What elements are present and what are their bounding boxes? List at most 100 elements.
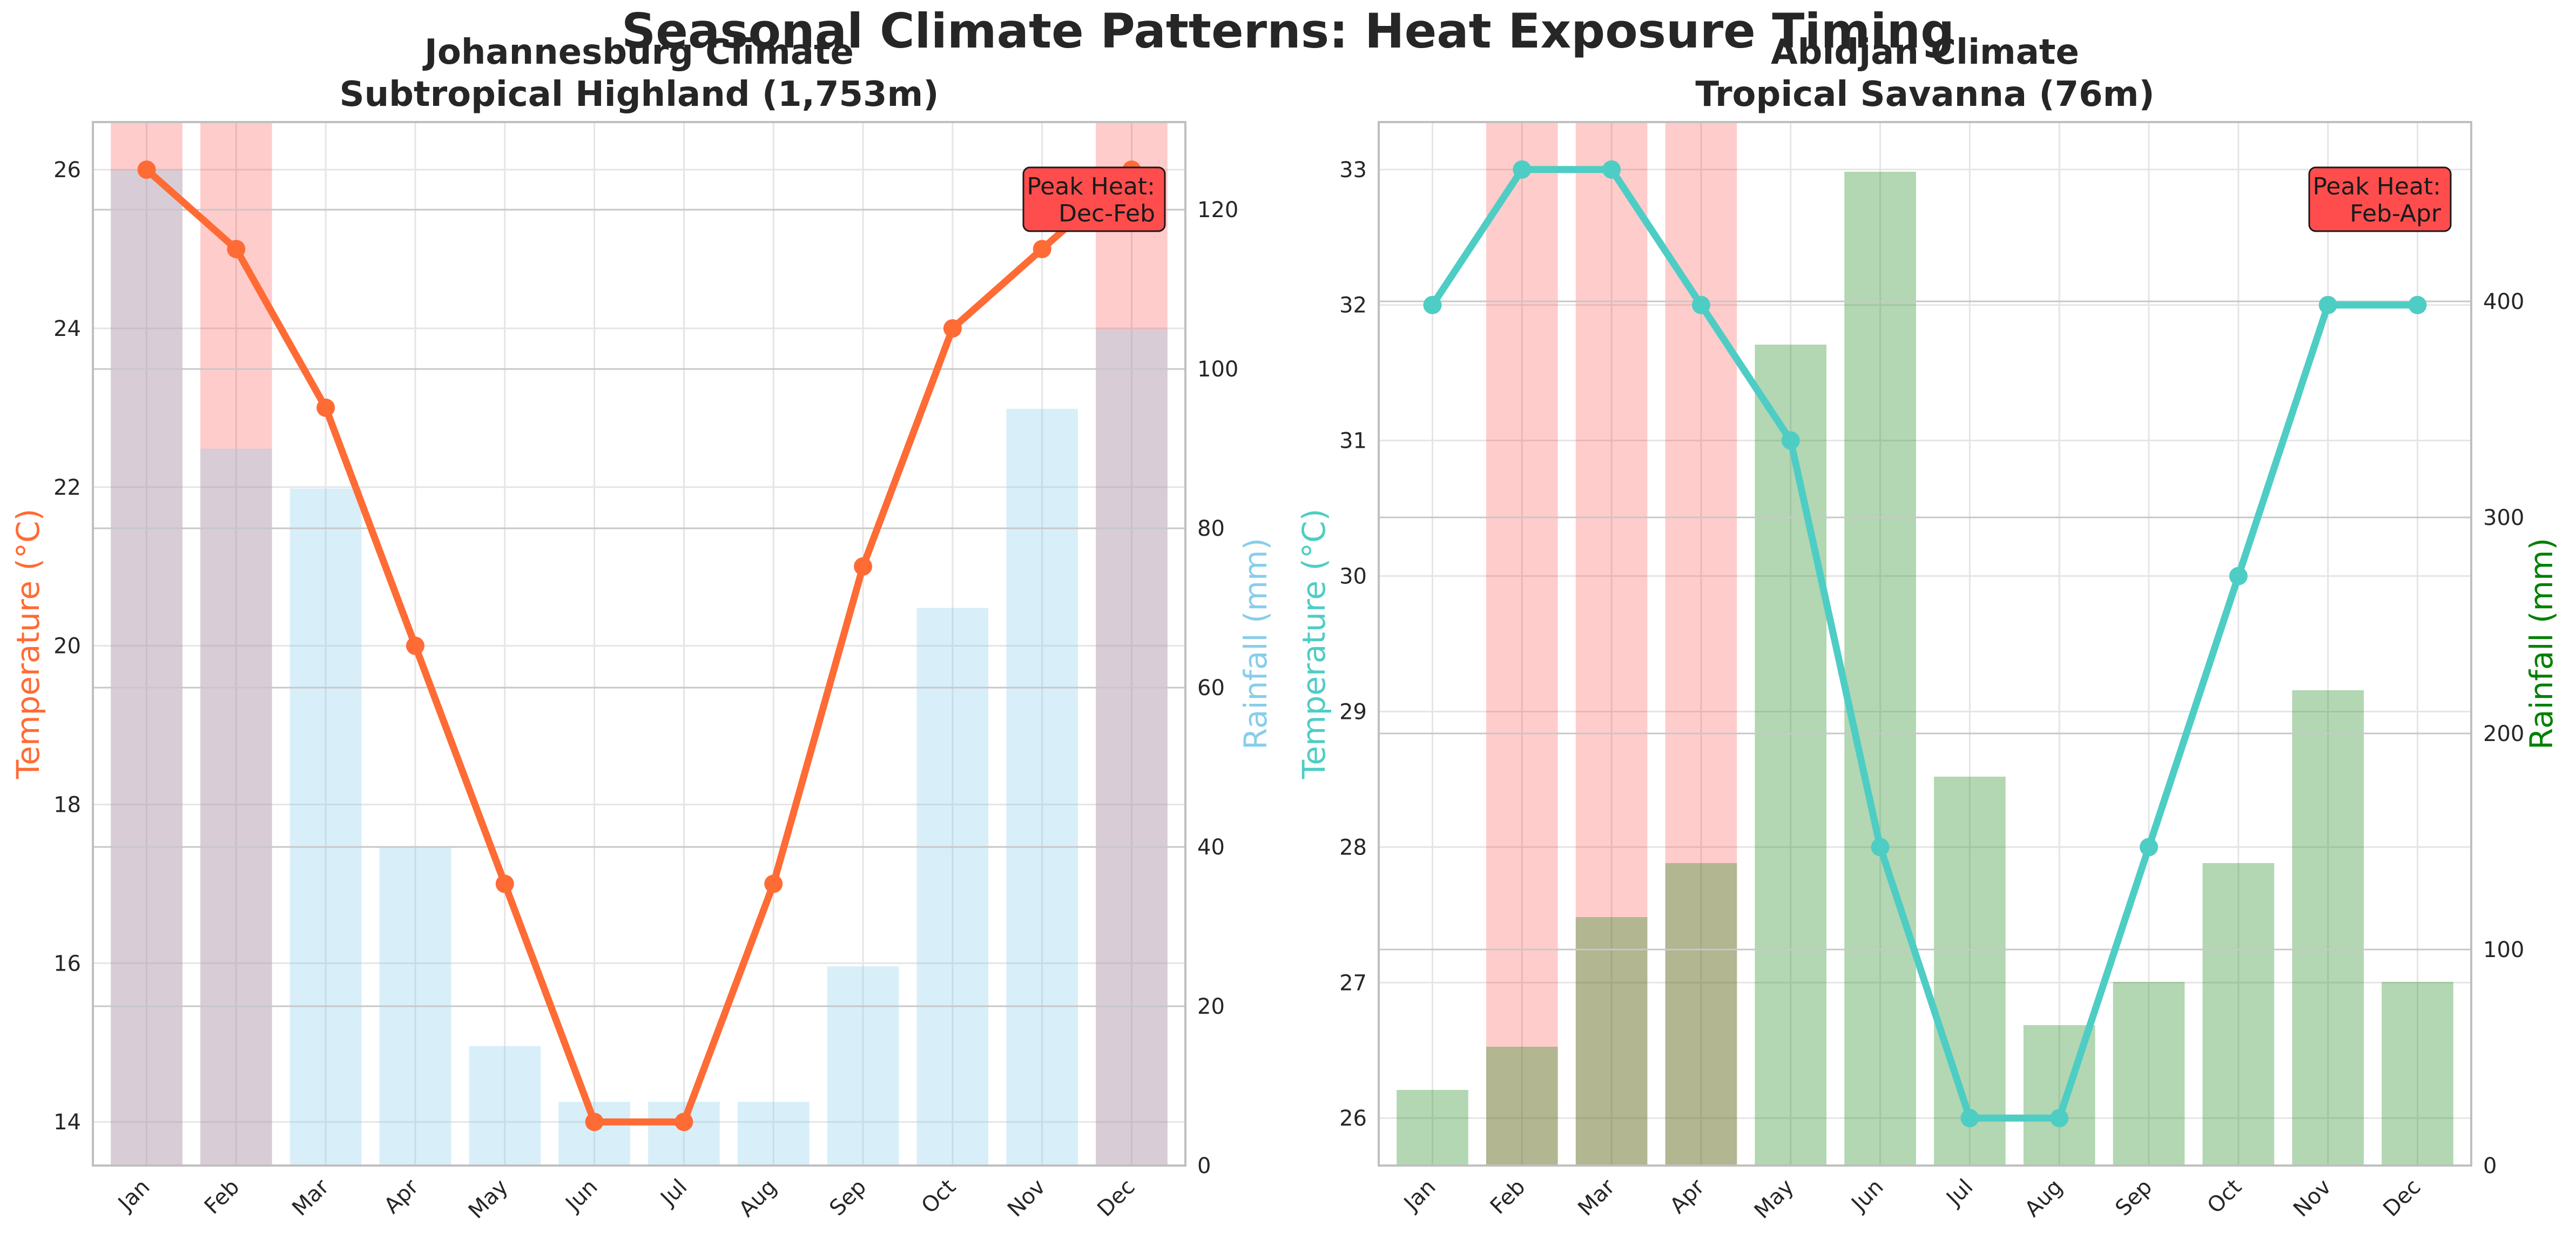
figure-suptitle: Seasonal Climate Patterns: Heat Exposure… [622,3,1954,59]
rainfall-bar [1096,329,1168,1166]
tick-label-month: Nov [2289,1175,2336,1222]
temperature-point [2050,1109,2069,1128]
ylabel-temperature: Temperature (°C) [1296,509,1332,780]
tick-label-temp: 27 [1339,971,1367,995]
panel-johannesburg: 14 16 18 20 22 24 26 0 20 40 60 80 100 120 Jan Feb Mar Ap… [10,32,1274,1224]
temperature-point [1033,240,1051,259]
tick-label-temp: 31 [1339,429,1367,454]
temperature-point [2229,567,2248,585]
tick-label-rain: 0 [1197,1154,1211,1179]
temperature-line [144,167,1134,1126]
tick-label-month: Feb [200,1175,245,1220]
tick-label-rain: 400 [2483,289,2524,314]
temperature-point [495,874,514,893]
tick-label-month: Sep [2110,1175,2157,1221]
tick-label-rain: 0 [2483,1154,2497,1179]
temperature-point [854,557,873,576]
temperature-point [2318,295,2337,314]
tick-label-month: Apr [1665,1174,1710,1218]
rainfall-bar [1755,345,1827,1166]
temperature-point [943,319,962,338]
ylabel-temperature: Temperature (°C) [10,509,46,780]
rainfall-bar [916,608,989,1166]
temperature-point [406,636,424,655]
peak-heat-label: Peak Heat: [1027,173,1155,200]
tick-label-rain: 200 [2483,722,2524,746]
temperature-point [1602,160,1621,179]
temperature-point [764,874,783,893]
tick-label-temp: 30 [1339,564,1367,589]
tick-label-month: Nov [1003,1175,1050,1222]
temperature-point [1513,160,1532,179]
tick-label-month: Jul [655,1175,692,1212]
peak-heat-annotation-box [2308,166,2452,232]
tick-label-temp: 22 [53,475,81,500]
tick-label-temp: 29 [1339,699,1367,724]
tick-label-temp: 18 [53,793,81,818]
rainfall-bar [827,966,899,1166]
rainfall-bar [1934,777,2006,1166]
tick-label-temp: 28 [1339,835,1367,860]
peak-heat-span [111,122,183,1166]
tick-label-temp: 20 [53,634,81,659]
peak-heat-span [1575,122,1648,1166]
temperature-point [137,160,156,179]
panel-abidjan: 26 27 28 29 30 31 32 33 0 100 200 300 400 Jan Feb Mar Ap… [1296,32,2560,1224]
rainfall-bar [1575,917,1648,1166]
tick-label-temp: 24 [53,317,81,341]
tick-label-month: Feb [1486,1175,1530,1220]
rainfall-bar [469,1046,541,1166]
rainfall-bar [2382,982,2453,1166]
rainfall-bar [1006,408,1078,1166]
rainfall-bar [1397,1090,1468,1166]
rainfall-bar [1844,172,1916,1166]
rainfall-bar [558,1102,630,1166]
tick-label-rain: 120 [1197,198,1238,223]
rainfall-bar [2113,982,2185,1166]
temperature-point [227,240,246,259]
tick-label-month: Mar [1573,1174,1620,1221]
tick-label-month: Aug [734,1175,782,1222]
temperature-point [675,1113,693,1132]
tick-label-month: Aug [2020,1175,2068,1222]
temperature-point [1960,1109,1979,1128]
tick-label-rain: 20 [1197,994,1225,1019]
temperature-point [2140,838,2159,857]
temperature-point [2408,295,2427,314]
peak-heat-range: Feb-Apr [2350,200,2442,227]
rainfall-bar [1486,1047,1558,1166]
rainfall-bar [648,1102,720,1166]
temperature-point [1781,431,1800,450]
peak-heat-label: Peak Heat: [2312,173,2441,200]
tick-label-month: Jul [1941,1175,1978,1212]
rainfall-bar [200,448,272,1166]
rainfall-bar [2292,690,2364,1166]
plot-frame [1378,121,2472,1167]
tick-label-month: May [1750,1175,1799,1224]
peak-heat-span [1486,122,1558,1166]
plot-frame [92,121,1186,1167]
tick-label-month: Dec [2378,1175,2425,1222]
temperature-point [316,398,335,417]
tick-label-month: Mar [287,1174,334,1221]
tick-label-rain: 60 [1197,676,1225,701]
temperature-point [1691,295,1710,314]
panel-title-climate: Subtropical Highland (1,753m) [340,75,939,115]
rainfall-bar [1665,863,1737,1166]
peak-heat-span [1096,122,1168,1166]
temperature-point [1423,295,1442,314]
temperature-line [1429,166,2418,1122]
peak-heat-range: Dec-Feb [1058,200,1155,227]
tick-label-month: Sep [825,1175,871,1221]
rainfall-bar [2202,863,2275,1166]
temperature-point [1871,838,1890,857]
tick-label-temp: 32 [1339,293,1367,318]
tick-label-temp: 26 [53,158,81,183]
panel-title-city: Johannesburg Climate [422,32,854,72]
rainfall-bar [111,170,183,1166]
tick-label-month: Oct [2203,1175,2247,1218]
tick-label-month: May [464,1175,513,1224]
rainfall-bar [289,488,362,1166]
tick-label-temp: 26 [1339,1106,1367,1131]
